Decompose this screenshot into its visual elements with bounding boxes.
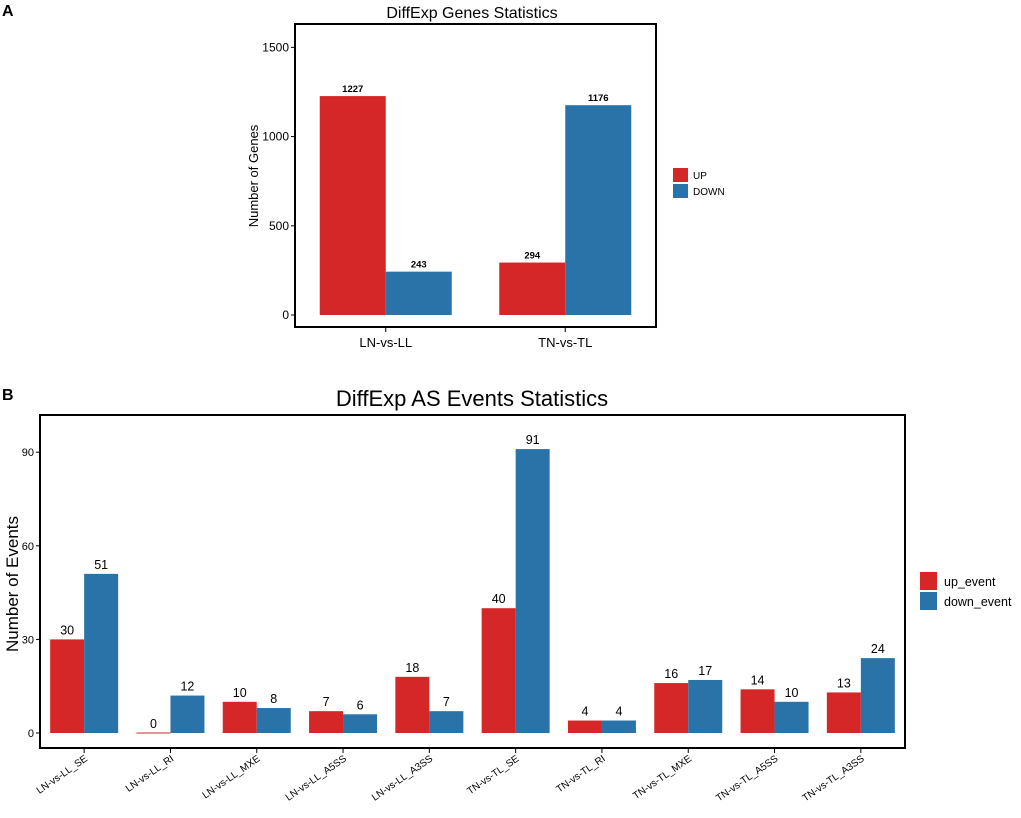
- bar-up-event: [826, 692, 861, 733]
- chart-a-title: DiffExp Genes Statistics: [386, 5, 557, 22]
- chart-b-frame: [39, 414, 906, 749]
- legend-b-label-down: down_event: [944, 595, 1012, 609]
- bar-up-event: [481, 608, 516, 733]
- bar-down-event: [860, 658, 895, 733]
- y-tick-label: 1000: [262, 130, 289, 144]
- data-label: 17: [698, 664, 712, 678]
- bar-up-event: [567, 720, 602, 733]
- x-tick-label: LN-vs-LL_MXE: [201, 753, 263, 801]
- bar-up: [499, 262, 566, 315]
- x-tick-label: LN-vs-LL_A3SS: [370, 753, 435, 803]
- data-label: 13: [837, 676, 851, 690]
- data-label: 16: [664, 667, 678, 681]
- x-tick-label: TN-vs-TL_A3SS: [801, 753, 867, 804]
- x-tick-label: LN-vs-LL: [359, 335, 412, 350]
- bar-down-event: [429, 711, 464, 733]
- data-label: 14: [751, 673, 765, 687]
- data-label: 30: [60, 623, 74, 637]
- bar-up-event: [309, 711, 344, 733]
- data-label: 10: [233, 686, 247, 700]
- bar-up-event: [50, 639, 85, 733]
- chart-a-frame: [294, 23, 657, 328]
- x-tick-label: TN-vs-TL_MXE: [631, 753, 694, 802]
- bar-up: [319, 96, 386, 315]
- y-tick-label: 0: [282, 308, 289, 322]
- data-label: 294: [524, 251, 541, 262]
- y-tick-label: 60: [22, 541, 34, 553]
- bar-up-event: [395, 676, 430, 733]
- bar-up-event: [222, 701, 257, 733]
- x-tick-label: LN-vs-LL_SE: [35, 753, 90, 796]
- bar-up-event: [654, 683, 689, 733]
- bar-down: [565, 105, 632, 315]
- bar-down-event: [688, 679, 723, 733]
- bar-down-event: [84, 573, 119, 733]
- data-label: 0: [150, 717, 157, 731]
- legend-b-swatch-up: [920, 572, 937, 590]
- chart-b-ylabel: Number of Events: [3, 516, 22, 652]
- data-label: 10: [785, 686, 799, 700]
- data-label: 1227: [342, 84, 363, 95]
- y-tick-label: 90: [22, 447, 34, 459]
- x-tick-label: LN-vs-LL_A5SS: [284, 753, 349, 803]
- y-tick-label: 30: [22, 634, 34, 646]
- y-tick-label: 1500: [262, 40, 289, 54]
- bar-down-event: [601, 720, 636, 733]
- data-label: 4: [615, 705, 622, 719]
- bar-down-event: [170, 695, 205, 733]
- bar-down-event: [774, 701, 809, 733]
- panel-a-letter: A: [2, 3, 14, 20]
- panel-b-letter: B: [2, 387, 14, 404]
- bar-down-event: [256, 708, 291, 733]
- bar-down-event: [343, 714, 378, 733]
- y-tick-label: 0: [28, 728, 34, 740]
- data-label: 7: [443, 695, 450, 709]
- data-label: 1176: [588, 93, 609, 104]
- chart-a-ylabel: Number of Genes: [246, 124, 261, 227]
- legend-a-swatch-up: [673, 168, 688, 182]
- data-label: 6: [357, 698, 364, 712]
- bar-down-event: [515, 449, 550, 733]
- x-tick-label: TN-vs-TL_RI: [554, 753, 607, 795]
- data-label: 7: [323, 695, 330, 709]
- legend-a-swatch-down: [673, 184, 688, 198]
- legend-b-label-up: up_event: [944, 575, 996, 589]
- data-label: 4: [581, 705, 588, 719]
- x-tick-label: LN-vs-LL_RI: [124, 753, 176, 794]
- bar-up-event: [740, 689, 775, 733]
- chart-b-legend: up_event down_event: [920, 572, 1012, 610]
- chart-b-title: DiffExp AS Events Statistics: [336, 386, 608, 411]
- chart-a-legend: UP DOWN: [673, 168, 725, 198]
- data-label: 24: [871, 642, 885, 656]
- legend-b-swatch-down: [920, 592, 937, 610]
- bar-down: [385, 271, 452, 315]
- data-label: 40: [492, 592, 506, 606]
- chart-a-plot-area: 0 500 1000 1500 LN-vs-LL 1227 243 TN-vs-TL 294 11…: [262, 40, 632, 350]
- data-label: 91: [526, 433, 540, 447]
- legend-a-label-down: DOWN: [693, 187, 725, 198]
- y-tick-label: 500: [269, 219, 289, 233]
- data-label: 12: [180, 680, 194, 694]
- data-label: 18: [405, 661, 419, 675]
- legend-a-label-up: UP: [693, 171, 707, 182]
- x-tick-label: TN-vs-TL_SE: [465, 753, 521, 797]
- x-tick-label: TN-vs-TL: [538, 335, 592, 350]
- data-label: 8: [270, 692, 277, 706]
- x-tick-label: TN-vs-TL_A5SS: [714, 753, 780, 804]
- data-label: 243: [411, 260, 427, 271]
- data-label: 51: [94, 558, 108, 572]
